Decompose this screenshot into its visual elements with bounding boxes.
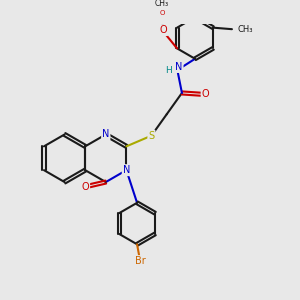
- Text: N: N: [102, 130, 110, 140]
- Text: CH₃: CH₃: [155, 0, 169, 8]
- Text: N: N: [175, 62, 183, 72]
- Text: S: S: [148, 131, 154, 141]
- Text: O: O: [202, 89, 209, 100]
- Text: Br: Br: [135, 256, 146, 266]
- Text: H: H: [165, 66, 172, 75]
- Text: N: N: [123, 165, 130, 175]
- Text: CH₃: CH₃: [237, 25, 253, 34]
- Text: O: O: [159, 10, 164, 16]
- Text: O: O: [160, 25, 167, 35]
- Text: O: O: [82, 182, 89, 192]
